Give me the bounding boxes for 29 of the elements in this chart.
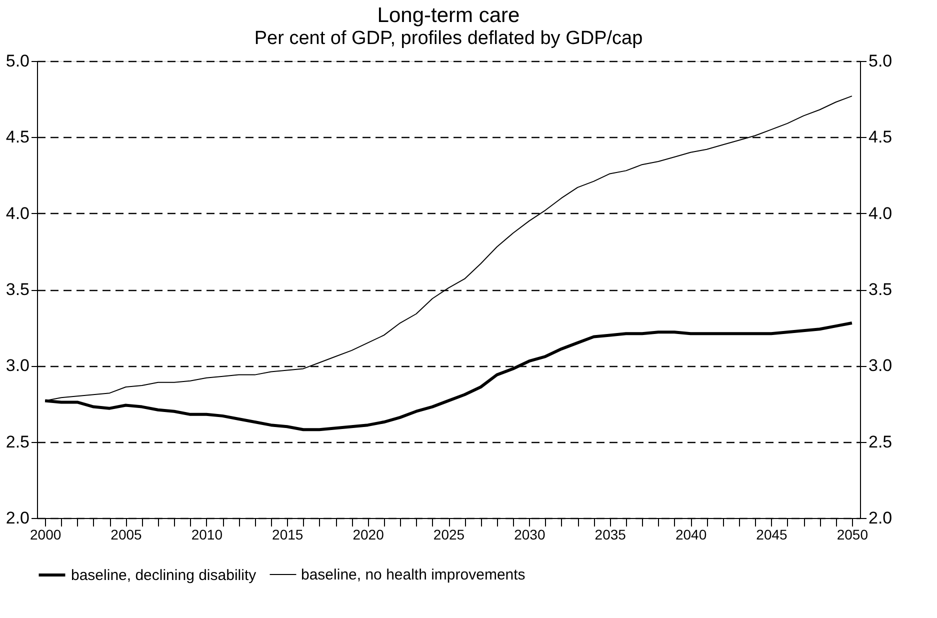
x-tick-label: 2005: [110, 526, 142, 542]
x-tick-label: 2045: [756, 526, 788, 542]
legend-label: baseline, no health improvements: [301, 566, 526, 584]
y2-tick-label: 4.5: [868, 128, 892, 147]
x-tick-label: 2000: [30, 526, 62, 542]
y2-tick-label: 5.0: [868, 52, 892, 70]
y-tick-label: 2.0: [6, 508, 30, 528]
y-tick-label: 2.5: [6, 432, 30, 452]
y2-tick-label: 4.0: [868, 204, 892, 223]
y2-tick-label: 2.5: [868, 432, 892, 452]
y-tick-label: 4.0: [6, 204, 30, 223]
chart-subtitle: Per cent of GDP, profiles deflated by GDP/cap: [254, 28, 643, 49]
y-tick-label: 3.0: [6, 356, 30, 376]
x-tick-label: 2020: [352, 526, 384, 542]
legend-label: baseline, declining disability: [71, 567, 257, 584]
x-tick-label: 2025: [433, 526, 465, 542]
x-tick-label: 2040: [675, 526, 707, 542]
x-tick-label: 2015: [272, 526, 304, 542]
x-tick-label: 2035: [594, 526, 626, 542]
y2-tick-label: 2.0: [868, 508, 892, 528]
x-tick-label: 2030: [514, 526, 546, 542]
chart-title: Long-term care: [377, 4, 520, 27]
y-tick-label: 4.5: [6, 128, 30, 147]
y-tick-label: 3.5: [6, 280, 30, 299]
y-tick-label: 5.0: [6, 52, 30, 70]
x-tick-label: 2050: [836, 526, 868, 542]
y2-tick-label: 3.5: [868, 280, 892, 299]
y2-tick-label: 3.0: [868, 356, 892, 376]
x-tick-label: 2010: [191, 526, 223, 542]
